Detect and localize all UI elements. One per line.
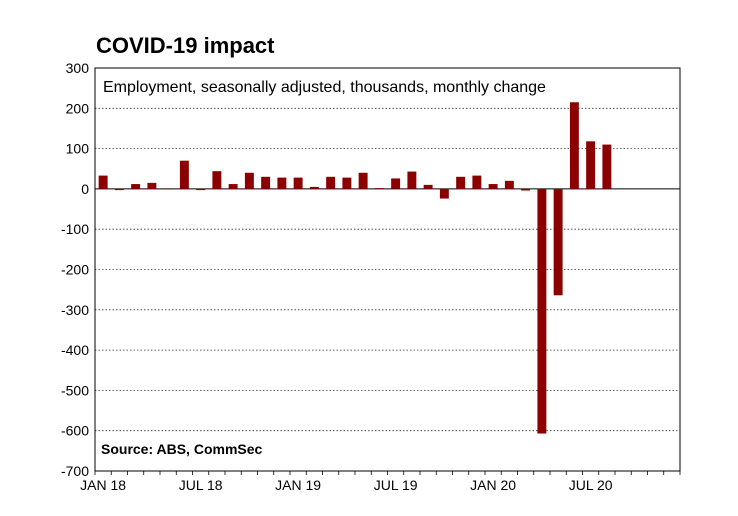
bar — [179, 160, 189, 189]
x-tick-label: JAN 19 — [275, 477, 321, 493]
plot-frame — [94, 67, 681, 472]
bar — [326, 176, 336, 189]
y-tick-label: -500 — [61, 382, 89, 398]
x-tick-label: JUL 18 — [179, 477, 223, 493]
x-tick-label: JAN 18 — [80, 477, 126, 493]
bar — [537, 188, 547, 434]
y-tick-label: -700 — [61, 463, 89, 479]
chart-title: COVID-19 impact — [96, 33, 275, 58]
bar — [407, 171, 417, 189]
bar — [228, 184, 238, 189]
bar — [293, 177, 303, 189]
source-note: Source: ABS, CommSec — [101, 441, 263, 457]
bar — [439, 188, 449, 199]
bar — [391, 178, 401, 189]
y-tick-label: -300 — [61, 302, 89, 318]
bar — [261, 176, 271, 189]
bar — [374, 188, 384, 189]
y-tick-label: 0 — [81, 181, 89, 197]
bar — [212, 171, 222, 189]
y-tick-label: -200 — [61, 262, 89, 278]
bar — [342, 177, 352, 189]
y-tick-label: -400 — [61, 342, 89, 358]
bar — [521, 188, 531, 191]
bar — [309, 186, 319, 189]
chart-subtitle: Employment, seasonally adjusted, thousan… — [103, 79, 546, 96]
y-tick-label: 200 — [66, 100, 90, 116]
bar — [98, 175, 108, 189]
bar — [114, 188, 124, 191]
bar — [358, 172, 368, 189]
bar — [569, 102, 579, 189]
x-tick-label: JUL 20 — [569, 477, 613, 493]
bar — [131, 184, 141, 189]
y-tick-label: 100 — [66, 141, 90, 157]
bar — [456, 176, 466, 189]
bar — [196, 188, 206, 191]
y-tick-label: 300 — [66, 60, 90, 76]
bar — [586, 141, 596, 189]
bar — [163, 188, 173, 190]
bar — [147, 182, 157, 189]
bar — [553, 188, 563, 296]
bar — [244, 172, 254, 189]
bar — [602, 144, 612, 189]
bar — [423, 184, 433, 189]
y-tick-label: -100 — [61, 221, 89, 237]
x-tick-label: JAN 20 — [470, 477, 516, 493]
bar — [488, 184, 498, 189]
y-tick-label: -600 — [61, 423, 89, 439]
x-tick-label: JUL 19 — [374, 477, 418, 493]
bar — [277, 177, 287, 189]
bar — [504, 180, 514, 189]
bar — [472, 175, 482, 189]
